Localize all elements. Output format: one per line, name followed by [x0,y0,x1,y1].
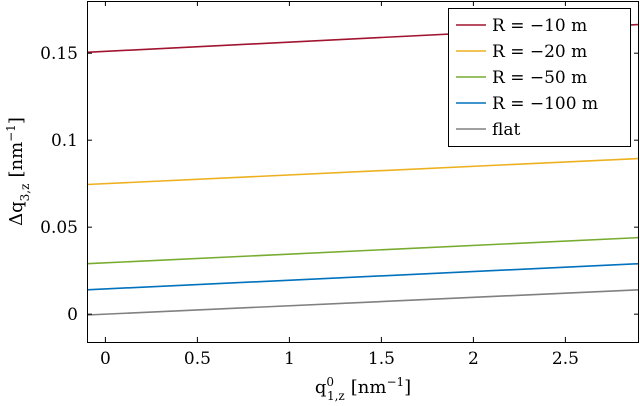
y-tick-label: 0 [67,305,78,325]
x-tick-label: 0 [100,349,111,369]
y-tick-label: 0.05 [40,218,78,238]
y-axis-label: Δq3,z[nm−1] [4,117,32,226]
x-axis-label: q0 1,z [nm−1] [315,375,411,403]
legend-label-2: R = −50 m [492,68,587,88]
legend-label-3: R = −100 m [492,94,598,114]
legend: R = −10 m R = −20 m R = −50 m R = −100 m fla… [448,8,631,147]
plot-area-frame [87,1,639,343]
series-line-2 [86,236,640,265]
ticks-layer: 0 0.5 1 1.5 2 2.5 0 0.05 0.1 0.15 [40,1,639,369]
legend-label-4: flat [492,120,520,140]
y-tick-label: 0.15 [40,44,78,64]
x-tick-label: 0.5 [184,349,211,369]
series-line-3 [86,262,640,291]
x-tick-label: 1.5 [368,349,395,369]
x-tick-label: 2.5 [552,349,579,369]
series-line-1 [86,157,640,186]
series-line-4 [86,289,640,316]
y-tick-label: 0.1 [51,131,78,151]
x-tick-label: 1 [284,349,295,369]
legend-label-0: R = −10 m [492,16,587,36]
x-tick-label: 2 [468,349,479,369]
legend-label-1: R = −20 m [492,42,587,62]
